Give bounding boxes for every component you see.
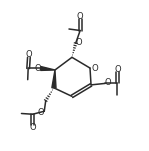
Text: O: O <box>26 50 32 59</box>
Text: O: O <box>91 64 98 73</box>
Polygon shape <box>41 67 55 70</box>
Text: O: O <box>38 108 45 117</box>
Text: O: O <box>105 79 111 87</box>
Text: O: O <box>75 38 82 47</box>
Text: O: O <box>114 65 121 74</box>
Polygon shape <box>52 70 56 88</box>
Text: O: O <box>35 64 41 73</box>
Text: O: O <box>30 124 36 132</box>
Text: O: O <box>77 12 84 21</box>
